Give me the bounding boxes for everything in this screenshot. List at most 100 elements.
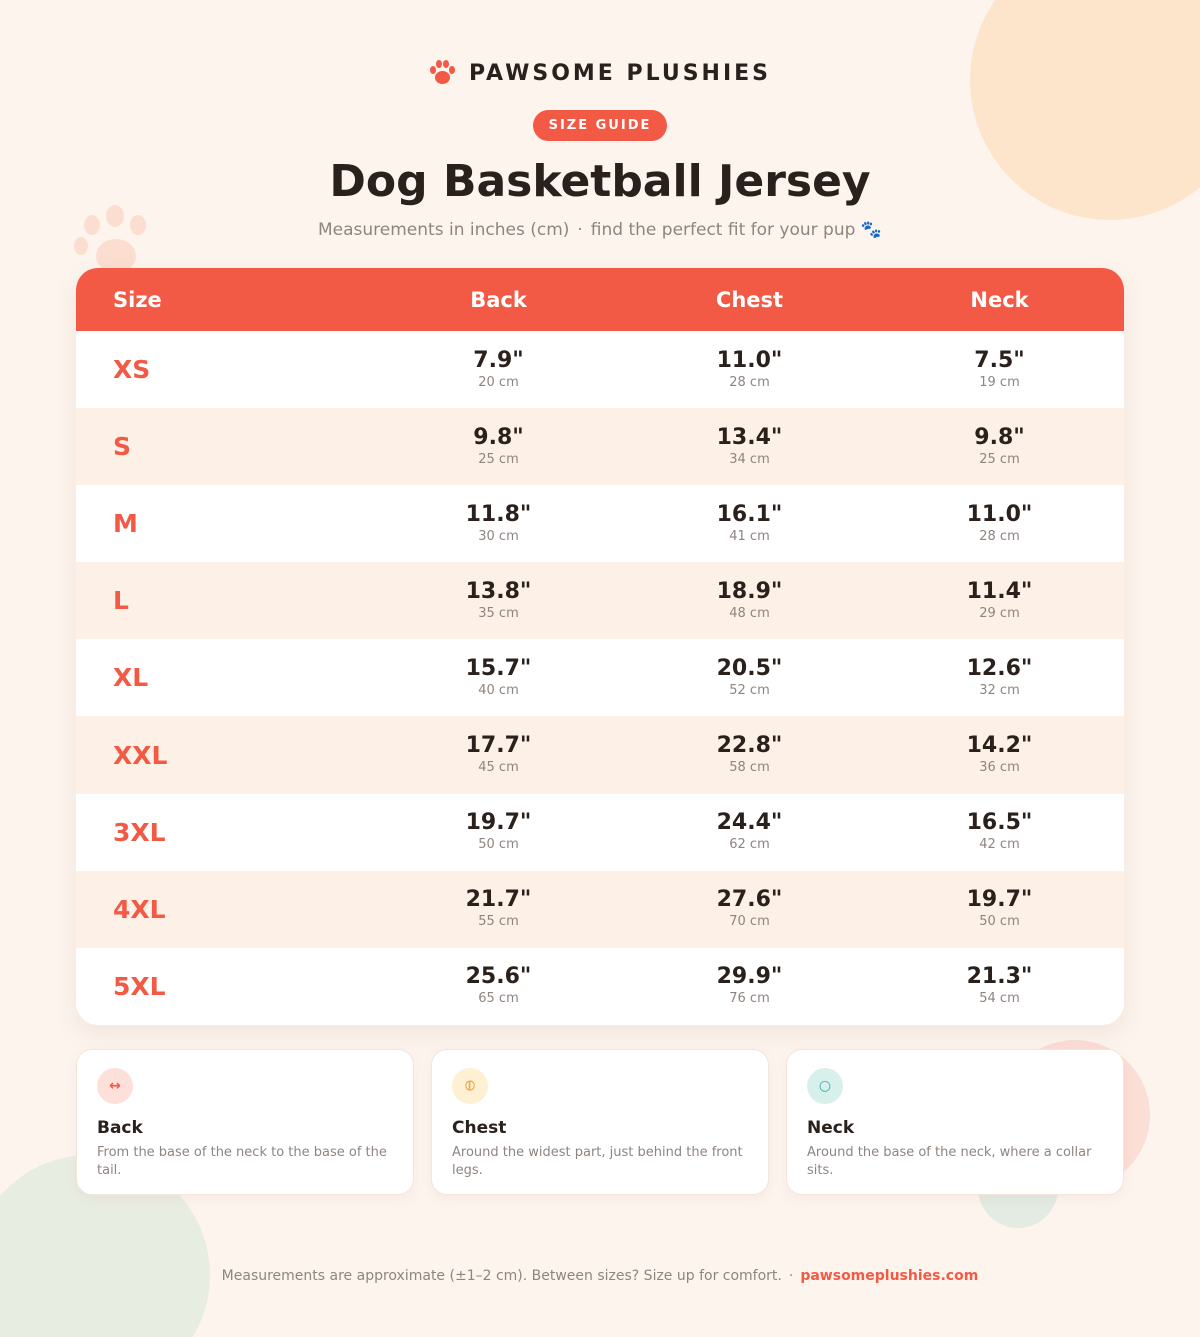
back-inches: 17.7" [465,733,532,759]
neck-cm: 32 cm [979,682,1020,698]
table-header: Size Back Chest Neck [76,268,1124,331]
chest-cm: 52 cm [729,682,770,698]
size-label: L [113,586,129,616]
table-row: XL 15.7" 40 cm 20.5" 52 cm 12.6" 32 cm [76,639,1124,716]
neck-cm: 42 cm [979,837,1020,853]
page-title: Dog Basketball Jersey [329,156,871,207]
back-cm: 30 cm [478,528,519,544]
size-label: XXL [113,740,168,770]
legend-title: Neck [807,1118,855,1138]
size-table: Size Back Chest Neck XS 7.9" 20 cm 11.0" 28 … [76,268,1124,1025]
size-label: 4XL [113,894,166,924]
back-inches: 7.9" [473,347,524,373]
neck-inches: 11.0" [966,501,1033,527]
chest-inches: 13.4" [716,424,783,450]
table-row: S 9.8" 25 cm 13.4" 34 cm 9.8" 25 cm [76,408,1124,486]
neck-inches: 16.5" [966,810,1033,836]
size-guide-badge: SIZE GUIDE [532,110,668,141]
legend-card-neck: ○ Neck Around the base of the neck, wher… [786,1049,1124,1195]
back-inches: 21.7" [465,887,532,913]
legend-card-chest: ⦶ Chest Around the widest part, just beh… [431,1049,769,1195]
table-row: XS 7.9" 20 cm 11.0" 28 cm 7.5" 19 cm [76,331,1124,408]
measurement-legend: ↔ Back From the base of the neck to the … [76,1049,1124,1195]
table-row: M 11.8" 30 cm 16.1" 41 cm 11.0" 28 cm [76,485,1124,562]
chest-inches: 20.5" [716,655,783,681]
neck-inches: 21.3" [966,964,1033,990]
legend-description: From the base of the neck to the base of… [97,1145,387,1178]
table-row: L 13.8" 35 cm 18.9" 48 cm 11.4" 29 cm [76,562,1124,640]
neck-cm: 25 cm [979,451,1020,467]
chest-inches: 27.6" [716,887,783,913]
size-label: M [113,509,138,539]
chest-cm: 58 cm [729,760,770,776]
table-row: XXL 17.7" 45 cm 22.8" 58 cm 14.2" 36 cm [76,716,1124,794]
footer-separator: · [788,1268,794,1284]
legend-title: Back [97,1118,143,1138]
chest-inches: 22.8" [716,733,783,759]
table-body: XS 7.9" 20 cm 11.0" 28 cm 7.5" 19 cm S 9.8" 25 cm… [76,331,1124,1025]
back-inches: 19.7" [465,810,532,836]
size-label: XS [113,355,151,385]
chest-cm: 48 cm [729,605,770,621]
neck-inches: 19.7" [966,887,1033,913]
neck-cm: 29 cm [979,605,1020,621]
legend-card-back: ↔ Back From the base of the neck to the … [76,1049,414,1195]
legend-description: Around the base of the neck, where a col… [807,1145,1092,1178]
header-back: Back [470,287,527,312]
back-inches: 25.6" [465,964,532,990]
table-row: 4XL 21.7" 55 cm 27.6" 70 cm 19.7" 50 cm [76,870,1124,948]
table-row: 5XL 25.6" 65 cm 29.9" 76 cm 21.3" 54 cm [76,948,1124,1025]
header-chest: Chest [715,287,784,312]
neck-inches: 14.2" [966,733,1033,759]
back-inches: 9.8" [473,424,524,450]
back-cm: 45 cm [478,760,519,776]
header-size: Size [113,287,162,312]
chest-inches: 18.9" [716,578,783,604]
header-neck: Neck [970,287,1029,312]
neck-cm: 36 cm [979,760,1020,776]
neck-inches: 12.6" [966,655,1033,681]
neck-cm: 28 cm [979,528,1020,544]
size-label: 3XL [113,817,166,847]
subtitle-units: Measurements in inches (cm) [318,220,570,240]
subtitle-separator: · [577,220,583,240]
back-cm: 40 cm [478,682,519,698]
size-label: 5XL [113,971,166,1001]
horizontal-arrows-icon: ↔ [97,1068,133,1104]
footer: Measurements are approximate (±1–2 cm). … [0,1268,1200,1284]
back-inches: 11.8" [465,501,532,527]
footer-note: Measurements are approximate (±1–2 cm). … [221,1268,782,1284]
neck-inches: 7.5" [974,347,1025,373]
table-row: 3XL 19.7" 50 cm 24.4" 62 cm 16.5" 42 cm [76,794,1124,871]
back-inches: 15.7" [465,655,532,681]
neck-inches: 9.8" [974,424,1025,450]
brand-name: PAWSOME PLUSHIES [468,60,772,86]
circle-icon: ○ [807,1068,843,1104]
back-cm: 50 cm [478,837,519,853]
neck-cm: 50 cm [979,914,1020,930]
decorative-paw-icon [70,205,160,285]
chest-cm: 34 cm [729,451,770,467]
neck-inches: 11.4" [966,578,1033,604]
legend-title: Chest [452,1118,507,1138]
website-link[interactable]: pawsomeplushies.com [800,1268,979,1284]
circle-line-icon: ⦶ [452,1068,488,1104]
back-cm: 25 cm [478,451,519,467]
back-cm: 20 cm [478,374,519,390]
back-cm: 65 cm [478,991,519,1007]
subtitle: Measurements in inches (cm) · find the per… [0,220,1200,240]
size-label: XL [113,663,149,693]
back-cm: 35 cm [478,605,519,621]
neck-cm: 54 cm [979,991,1020,1007]
chest-cm: 76 cm [729,991,770,1007]
back-cm: 55 cm [478,914,519,930]
chest-inches: 29.9" [716,964,783,990]
brand-header: PAWSOME PLUSHIES [0,60,1200,86]
paw-icon [429,60,455,86]
chest-inches: 11.0" [716,347,783,373]
chest-inches: 16.1" [716,501,783,527]
back-inches: 13.8" [465,578,532,604]
subtitle-tagline: find the perfect fit for your pup 🐾 [590,220,882,240]
chest-cm: 28 cm [729,374,770,390]
chest-cm: 41 cm [729,528,770,544]
